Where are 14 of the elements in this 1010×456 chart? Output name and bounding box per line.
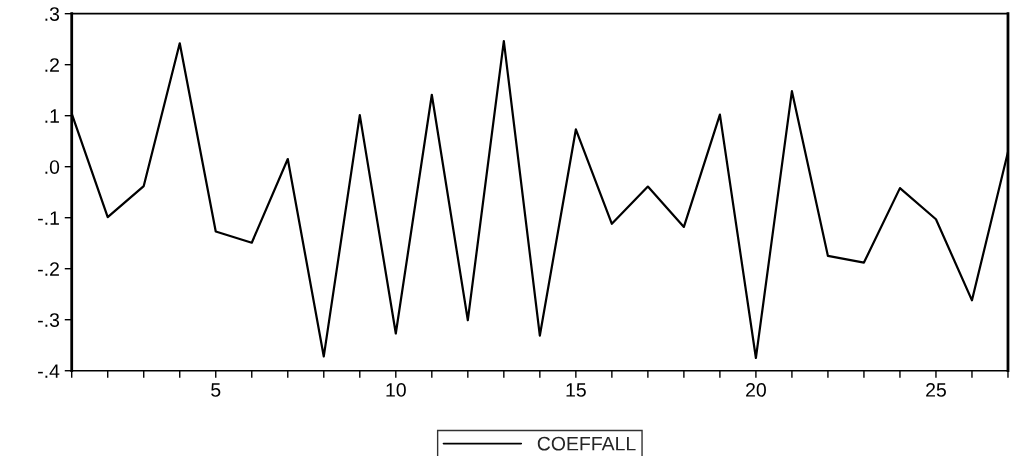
y-tick-label: .2 [45,58,59,72]
y-tick-label: -.1 [38,211,59,225]
legend-label: COEFFALL [537,436,636,451]
x-tick-label: 15 [566,383,586,397]
y-tick-label: .3 [45,7,60,21]
y-tick-label: -.4 [38,364,60,378]
y-tick-label: .0 [45,160,60,174]
x-tick-label: 25 [926,383,946,397]
y-tick-label: -.3 [38,313,60,327]
x-tick-label: 10 [386,383,406,397]
x-tick-label: 5 [211,383,221,397]
y-tick-label: .1 [45,109,59,123]
x-tick-label: 20 [746,383,766,397]
y-tick-label: -.2 [38,262,59,276]
